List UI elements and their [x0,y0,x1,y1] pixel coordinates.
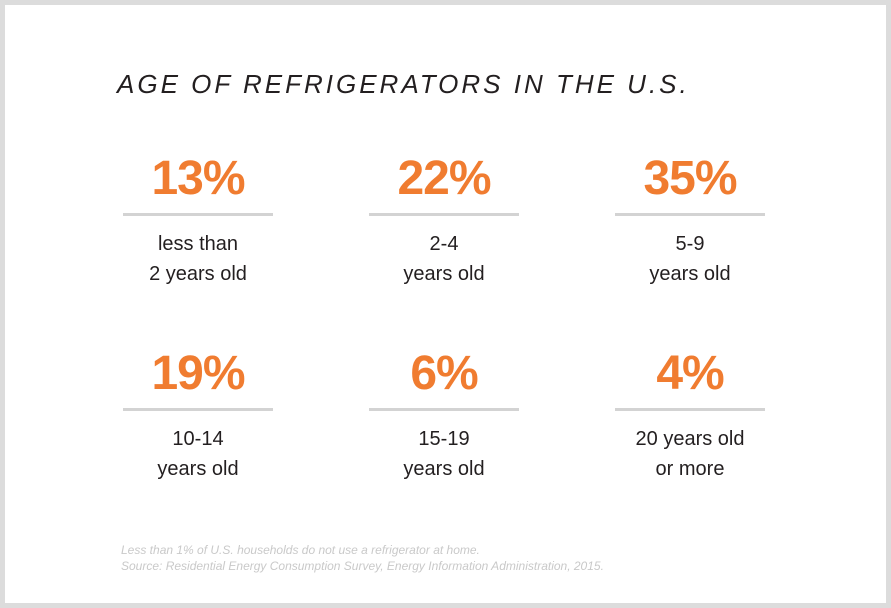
stat-5-9-years: 35% 5-9 years old [615,151,765,289]
footnote: Less than 1% of U.S. households do not u… [121,542,604,574]
stat-value: 22% [397,152,491,205]
stat-label: 15-19 years old [369,424,519,484]
stat-label: 20 years old or more [615,424,765,484]
stat-divider [615,213,765,216]
stat-2-4-years: 22% 2-4 years old [369,151,519,289]
footnote-source: Source: Residential Energy Consumption S… [121,559,604,573]
stat-label: 10-14 years old [123,424,273,484]
footnote-note: Less than 1% of U.S. households do not u… [121,543,480,557]
stat-label-line: less than [157,233,239,255]
stat-value: 13% [151,152,245,205]
stat-value: 35% [643,152,737,205]
stat-label-line: or more [655,458,725,480]
stat-10-14-years: 19% 10-14 years old [123,346,273,484]
stat-value: 4% [656,347,724,400]
stat-label-line: years old [403,458,485,480]
infographic-card: AGE OF REFRIGERATORS IN THE U.S. 13% les… [5,5,886,603]
stat-label: 2-4 years old [369,229,519,289]
stat-divider [123,408,273,411]
chart-title: AGE OF REFRIGERATORS IN THE U.S. [117,69,690,99]
stat-label: less than 2 years old [123,229,273,289]
stat-label-line: 2-4 [429,233,459,255]
stat-value: 6% [410,347,478,400]
stat-label-line: 10-14 [172,428,224,450]
stat-divider [369,213,519,216]
stat-15-19-years: 6% 15-19 years old [369,346,519,484]
stat-under-2-years: 13% less than 2 years old [123,151,273,289]
stat-label-line: 20 years old [635,428,745,450]
stat-label-line: years old [157,458,239,480]
stat-label-line: years old [403,263,485,285]
stat-value: 19% [151,347,245,400]
stat-divider [615,408,765,411]
stat-20-plus-years: 4% 20 years old or more [615,346,765,484]
stat-label-line: years old [649,263,731,285]
stat-label-line: 2 years old [149,263,247,285]
stat-divider [123,213,273,216]
stat-divider [369,408,519,411]
stat-label-line: 15-19 [418,428,470,450]
stat-label: 5-9 years old [615,229,765,289]
stat-label-line: 5-9 [675,233,705,255]
